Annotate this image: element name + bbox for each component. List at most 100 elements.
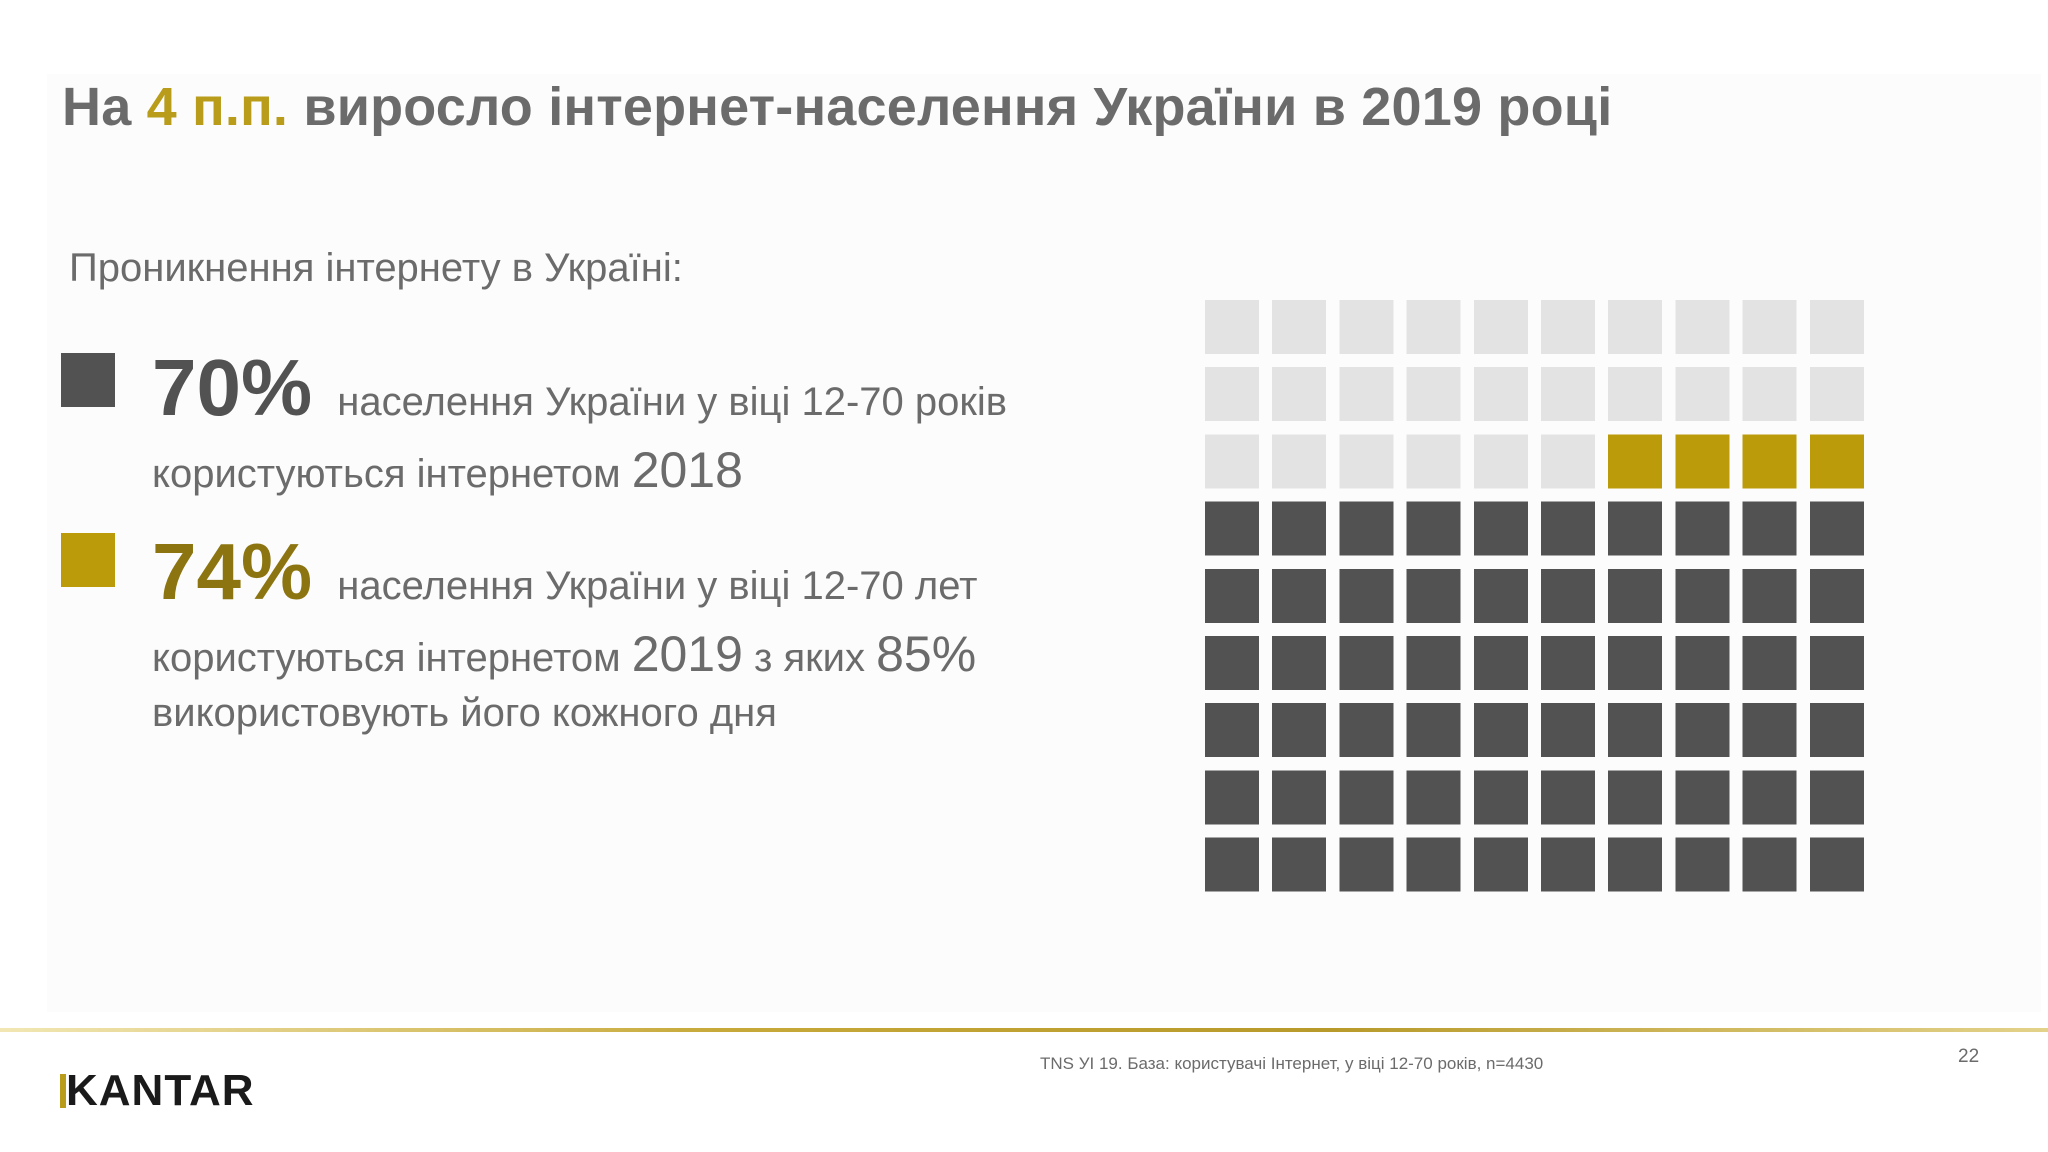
waffle-cell — [1809, 636, 1864, 690]
waffle-cell — [1608, 703, 1663, 758]
legend-swatch-2018 — [61, 353, 115, 407]
footer-divider — [0, 1028, 2048, 1032]
waffle-cell — [1608, 636, 1663, 690]
legend-swatch-2019 — [61, 533, 115, 587]
waffle-cell — [1541, 837, 1595, 892]
waffle-cell — [1809, 703, 1864, 758]
waffle-cell — [1406, 434, 1461, 489]
source-note: TNS УІ 19. База: користувачі Інтернет, у… — [1040, 1054, 1544, 1073]
waffle-cell — [1473, 434, 1528, 489]
waffle-cell — [1809, 568, 1864, 623]
waffle-cell — [1339, 703, 1394, 758]
title-accent: 4 п.п. — [146, 77, 289, 137]
waffle-cell — [1675, 501, 1730, 556]
waffle-cell — [1742, 703, 1797, 758]
waffle-cell — [1406, 837, 1461, 892]
waffle-cell — [1608, 837, 1663, 892]
waffle-cell — [1205, 367, 1259, 422]
waffle-cell — [1473, 501, 1528, 556]
legend-desc-2: користуються інтернетом — [152, 636, 632, 680]
waffle-cell — [1205, 837, 1259, 892]
waffle-cell — [1339, 434, 1394, 489]
legend-year: 2018 — [631, 442, 743, 498]
waffle-cell — [1272, 434, 1327, 489]
slide-title: На 4 п.п. виросло інтернет-населення Укр… — [62, 76, 1612, 138]
waffle-cell — [1809, 434, 1864, 489]
waffle-cell — [1742, 636, 1797, 690]
waffle-cell — [1406, 636, 1461, 690]
waffle-cell — [1406, 300, 1461, 354]
waffle-cell — [1339, 636, 1394, 690]
waffle-cell — [1473, 367, 1528, 422]
legend-desc-2: користуються інтернетом — [152, 452, 632, 496]
waffle-cell — [1541, 770, 1595, 825]
waffle-cell — [1675, 703, 1730, 758]
waffle-cell — [1205, 501, 1259, 556]
waffle-cell — [1406, 568, 1461, 623]
waffle-cell — [1339, 568, 1394, 623]
legend-line-1: 74% населення України у віці 12-70 лет — [152, 532, 977, 612]
waffle-cell — [1205, 434, 1259, 489]
kantar-logo: KANTAR — [60, 1066, 255, 1116]
waffle-cell — [1339, 367, 1394, 422]
waffle-cell — [1473, 703, 1528, 758]
waffle-cell — [1205, 770, 1259, 825]
waffle-cell — [1809, 837, 1864, 892]
waffle-cell — [1608, 501, 1663, 556]
legend-desc: населення України у віці 12-70 років — [337, 380, 1008, 424]
waffle-cell — [1205, 568, 1259, 623]
waffle-cell — [1541, 501, 1595, 556]
waffle-cell — [1742, 434, 1797, 489]
waffle-cell — [1406, 770, 1461, 825]
waffle-cell — [1272, 636, 1327, 690]
waffle-cell — [1809, 367, 1864, 422]
logo-rest: ANTAR — [98, 1066, 255, 1115]
waffle-cell — [1473, 300, 1528, 354]
waffle-cell — [1339, 300, 1394, 354]
waffle-cell — [1809, 501, 1864, 556]
waffle-cell — [1541, 568, 1595, 623]
legend-line-3: використовують його кожного дня — [152, 687, 977, 739]
waffle-cell — [1608, 367, 1663, 422]
waffle-cell — [1742, 501, 1797, 556]
waffle-cell — [1272, 837, 1327, 892]
waffle-cell — [1473, 636, 1528, 690]
legend-item-2019: 74% населення України у віці 12-70 лет к… — [152, 532, 977, 739]
waffle-cell — [1406, 501, 1461, 556]
waffle-cell — [1205, 636, 1259, 690]
waffle-cell — [1272, 568, 1327, 623]
legend-item-2018: 70% населення України у віці 12-70 років… — [152, 348, 1007, 503]
waffle-cell — [1742, 568, 1797, 623]
page-number: 22 — [1958, 1046, 1980, 1067]
waffle-cell — [1541, 300, 1595, 354]
waffle-cell — [1608, 300, 1663, 354]
logo-first-letter: K — [66, 1066, 99, 1115]
waffle-cell — [1541, 636, 1595, 690]
legend-desc: населення України у віці 12-70 лет — [337, 564, 978, 608]
legend-value: 70% — [152, 343, 313, 432]
waffle-cell — [1406, 367, 1461, 422]
waffle-cell — [1675, 300, 1730, 354]
waffle-cell — [1406, 703, 1461, 758]
waffle-cell — [1473, 568, 1528, 623]
waffle-cell — [1272, 367, 1327, 422]
waffle-cell — [1541, 703, 1595, 758]
waffle-cell — [1675, 434, 1730, 489]
waffle-cell — [1742, 367, 1797, 422]
subtitle: Проникнення інтернету в Україні: — [69, 246, 683, 290]
waffle-cell — [1608, 568, 1663, 623]
waffle-cell — [1742, 300, 1797, 354]
legend-line-1: 70% населення України у віці 12-70 років — [152, 348, 1007, 428]
waffle-cell — [1541, 434, 1595, 489]
waffle-cell — [1272, 501, 1327, 556]
waffle-cell — [1473, 770, 1528, 825]
title-prefix: На — [62, 77, 147, 137]
legend-value: 74% — [152, 527, 313, 616]
waffle-cell — [1272, 770, 1327, 825]
legend-share: 85% — [876, 626, 977, 682]
legend-year: 2019 — [631, 626, 743, 682]
waffle-cell — [1809, 300, 1864, 354]
waffle-cell — [1541, 367, 1595, 422]
waffle-cell — [1339, 837, 1394, 892]
